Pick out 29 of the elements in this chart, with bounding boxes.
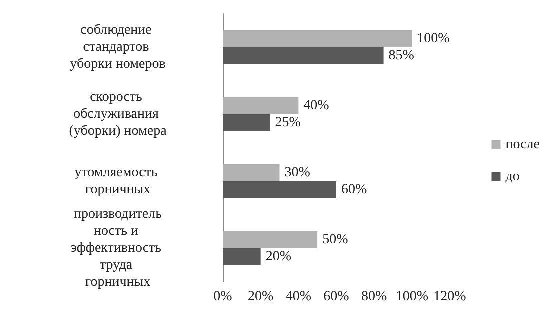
data-label: 40% <box>304 98 330 114</box>
data-label: 50% <box>322 232 349 248</box>
data-label: 30% <box>284 166 311 180</box>
bar <box>223 182 336 198</box>
x-tick-label: 60% <box>324 290 350 304</box>
y-tick-label: производительность и эффективность труда горничных <box>70 207 166 290</box>
data-label: 20% <box>266 250 292 264</box>
legend-label: до <box>506 170 520 184</box>
bar <box>223 164 280 182</box>
bar <box>223 48 384 64</box>
y-tick-label: утомляемость горничных <box>74 166 162 198</box>
x-tick-label: 120% <box>434 290 467 304</box>
x-tick-label: 100% <box>396 290 429 304</box>
data-label: 85% <box>388 48 415 64</box>
bar <box>223 232 318 248</box>
x-tick-label: 80% <box>361 290 388 304</box>
bar <box>223 30 412 48</box>
data-label: 60% <box>342 182 368 198</box>
y-tick-label: скорость обслуживания (уборки) номера <box>69 90 168 139</box>
bar <box>223 98 299 114</box>
x-tick-label: 20% <box>248 290 274 304</box>
data-label: 100% <box>417 32 450 46</box>
legend-label: после <box>506 138 540 152</box>
x-tick-label: 0% <box>214 290 233 304</box>
x-tick-label: 40% <box>286 290 312 304</box>
y-tick-label: соблюдение стандартов уборки номеров <box>70 23 166 72</box>
data-label: 25% <box>275 116 302 130</box>
bar <box>223 248 261 266</box>
bar <box>223 114 270 132</box>
